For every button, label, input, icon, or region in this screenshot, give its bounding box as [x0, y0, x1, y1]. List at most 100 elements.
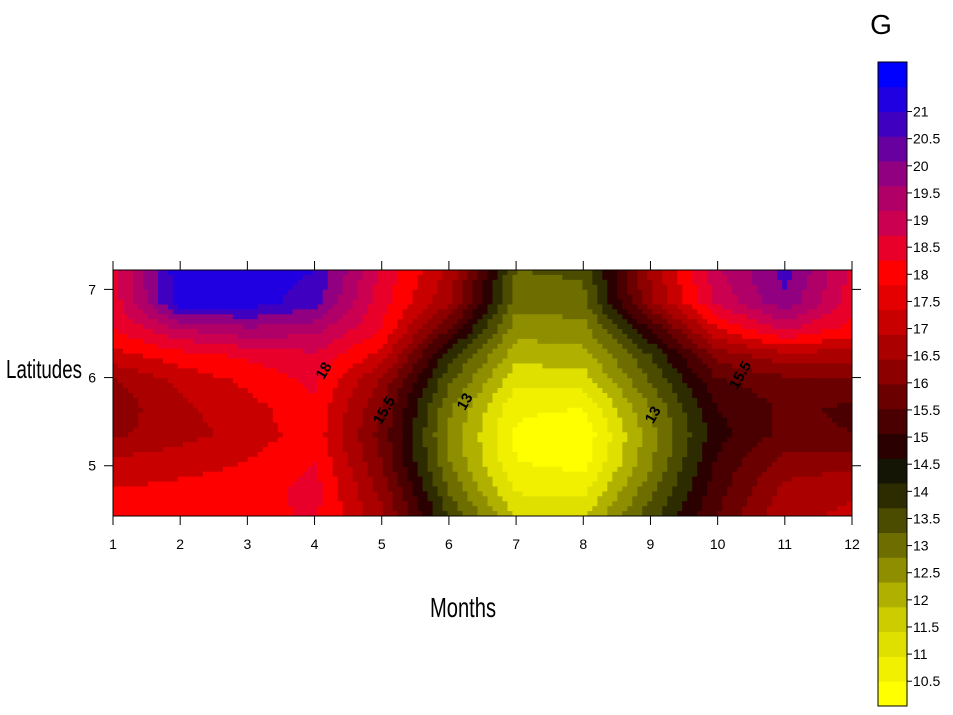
contour-cell [282, 338, 289, 345]
contour-cell [412, 427, 419, 433]
contour-cell [317, 279, 324, 286]
contour-cell [552, 348, 558, 355]
contour-cell [467, 432, 474, 438]
contour-cell [247, 274, 254, 281]
contour-cell [392, 324, 399, 330]
contour-cell [602, 397, 608, 404]
contour-cell [552, 402, 558, 409]
contour-cell [757, 309, 763, 315]
contour-cell [152, 274, 159, 281]
contour-cell [262, 412, 269, 419]
contour-cell [407, 289, 414, 296]
contour-cell [452, 417, 459, 424]
contour-cell [167, 299, 174, 306]
contour-cell [587, 407, 593, 414]
contour-cell [127, 299, 134, 306]
contour-cell [672, 314, 678, 320]
contour-cell [232, 358, 239, 365]
contour-cell [267, 338, 274, 345]
contour-cell [407, 319, 414, 325]
contour-cell [502, 294, 509, 301]
contour-cell [522, 299, 529, 306]
contour-cell [247, 363, 254, 369]
contour-cell [522, 329, 529, 335]
contour-cell [667, 333, 673, 340]
contour-cell [527, 299, 534, 306]
contour-cell [307, 274, 314, 281]
contour-cell [267, 397, 274, 404]
contour-cell [532, 314, 539, 320]
contour-cell [342, 358, 349, 365]
contour-cell [347, 373, 354, 379]
contour-cell [337, 397, 344, 404]
contour-cell [177, 274, 184, 281]
contour-cell [252, 402, 259, 409]
contour-cell [582, 274, 588, 281]
contour-cell [402, 393, 409, 399]
contour-cell [372, 412, 379, 419]
contour-cell [562, 402, 568, 409]
contour-cell [817, 270, 823, 276]
contour-cell [352, 270, 359, 276]
contour-cell [357, 383, 364, 389]
contour-cell [762, 294, 768, 301]
contour-cell [657, 348, 663, 355]
contour-cell [727, 393, 733, 399]
contour-cell [407, 412, 414, 419]
contour-cell [182, 397, 189, 404]
contour-cell [762, 338, 768, 345]
contour-cell [212, 378, 219, 384]
contour-cell [832, 397, 838, 404]
contour-cell [132, 284, 139, 291]
contour-cell [702, 314, 708, 320]
contour-cell [462, 338, 469, 345]
contour-cell [252, 373, 259, 379]
contour-cell [667, 314, 673, 320]
contour-cell [572, 299, 578, 306]
contour-cell [537, 348, 544, 355]
contour-cell [477, 353, 484, 360]
contour-cell [657, 397, 663, 404]
contour-cell [787, 299, 793, 306]
contour-cell [692, 397, 698, 404]
contour-cell [167, 422, 174, 429]
contour-cell [407, 397, 414, 404]
contour-cell [797, 319, 803, 325]
contour-cell [692, 314, 698, 320]
contour-cell [642, 427, 648, 433]
contour-cell [837, 368, 843, 374]
contour-cell [767, 274, 773, 281]
contour-cell [187, 378, 194, 384]
contour-cell [787, 417, 793, 424]
contour-cell [317, 407, 324, 414]
contour-cell [547, 304, 553, 310]
contour-cell [232, 388, 239, 394]
contour-cell [437, 383, 444, 389]
contour-cell [202, 358, 209, 365]
contour-cell [132, 393, 139, 399]
contour-cell [342, 378, 349, 384]
contour-cell [432, 274, 439, 281]
contour-cell [327, 314, 334, 320]
contour-cell [817, 348, 823, 355]
contour-cell [317, 383, 324, 389]
contour-cell [312, 432, 319, 438]
contour-cell [157, 343, 164, 350]
contour-cell [297, 279, 304, 286]
contour-cell [512, 329, 519, 335]
contour-cell [402, 270, 409, 276]
contour-cell [412, 397, 419, 404]
contour-cell [642, 417, 648, 424]
contour-cell [777, 368, 783, 374]
contour-cell [772, 412, 778, 419]
contour-cell [692, 274, 698, 281]
contour-cell [357, 348, 364, 355]
contour-cell [162, 289, 169, 296]
contour-cell [772, 304, 778, 310]
contour-cell [532, 274, 539, 281]
contour-cell [547, 388, 553, 394]
contour-cell [357, 402, 364, 409]
contour-cell [827, 294, 833, 301]
contour-cell [242, 270, 249, 276]
contour-cell [767, 388, 773, 394]
